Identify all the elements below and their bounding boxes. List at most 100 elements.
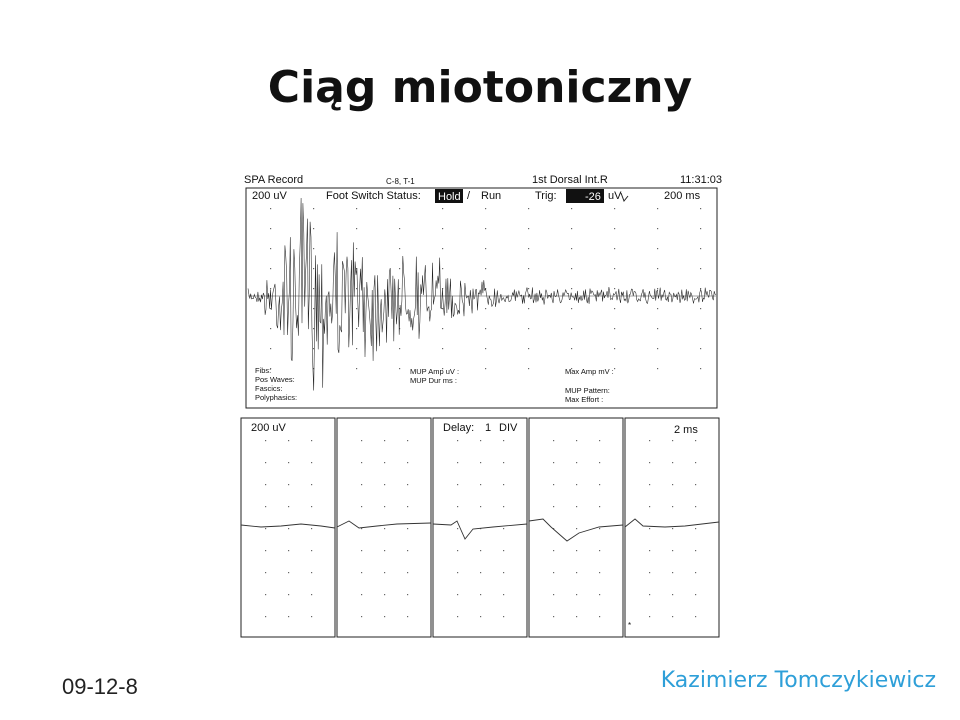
field-mup-dur: MUP Dur ms : (410, 376, 457, 385)
grid-dot (270, 288, 272, 290)
grid-dot (480, 594, 482, 596)
grid-dot (361, 594, 363, 596)
grid-dot (399, 248, 401, 250)
grid-dot (571, 368, 573, 370)
grid-dot (485, 268, 487, 270)
grid-dot (265, 550, 267, 552)
grid-dot (270, 368, 272, 370)
grid-dot (614, 308, 616, 310)
grid-dot (599, 462, 601, 464)
grid-dot (442, 248, 444, 250)
grid-dot (503, 616, 505, 618)
grid-dot (599, 440, 601, 442)
grid-dot (265, 594, 267, 596)
grid-dot (399, 288, 401, 290)
grid-dot (480, 616, 482, 618)
grid-dot (576, 506, 578, 508)
grid-dot (700, 268, 702, 270)
grid-dot (485, 228, 487, 230)
grid-dot (657, 268, 659, 270)
trig-unit: uV (608, 190, 622, 202)
grid-dot (528, 368, 530, 370)
foot-switch-label: Foot Switch Status: (326, 190, 421, 202)
grid-dot (399, 308, 401, 310)
grid-dot (313, 348, 315, 350)
trig-value: -26 (585, 191, 601, 203)
mup-panel-4 (528, 417, 624, 638)
grid-dot (672, 616, 674, 618)
grid-dot (407, 484, 409, 486)
grid-dot (480, 440, 482, 442)
grid-dot (649, 616, 651, 618)
grid-dot (576, 572, 578, 574)
grid-dot (700, 348, 702, 350)
grid-dot (672, 594, 674, 596)
grid-dot (485, 368, 487, 370)
grid-dot (270, 228, 272, 230)
grid-dot (614, 268, 616, 270)
grid-dot (672, 440, 674, 442)
grid-dot (407, 550, 409, 552)
grid-dot (672, 550, 674, 552)
grid-dot (313, 308, 315, 310)
grid-dot (407, 462, 409, 464)
grid-dot (700, 328, 702, 330)
grid-dot (384, 594, 386, 596)
grid-dot (361, 572, 363, 574)
slide-date: 09-12-8 (62, 674, 138, 699)
grid-dot (571, 348, 573, 350)
grid-dot (265, 528, 267, 530)
grid-dot (599, 572, 601, 574)
delay-value: 1 (485, 422, 491, 434)
grid-dot (288, 572, 290, 574)
grid-dot (503, 440, 505, 442)
grid-dot (614, 288, 616, 290)
grid-dot (576, 550, 578, 552)
field-max-effort: Max Effort : (565, 395, 603, 404)
grid-dot (553, 594, 555, 596)
grid-dot (384, 462, 386, 464)
grid-dot (313, 268, 315, 270)
grid-dot (311, 594, 313, 596)
record-muscle: 1st Dorsal Int.R (532, 174, 608, 186)
grid-dot (571, 208, 573, 210)
grid-dot (649, 594, 651, 596)
grid-dot (657, 328, 659, 330)
mup-panel-3 (432, 417, 528, 638)
grid-dot (695, 616, 697, 618)
grid-dot (695, 528, 697, 530)
grid-dot (399, 268, 401, 270)
grid-dot (457, 594, 459, 596)
field-fibs: Fibs: (255, 366, 271, 375)
grid-dot (407, 616, 409, 618)
grid-dot (311, 506, 313, 508)
grid-dot (695, 484, 697, 486)
main-gain-label: 200 uV (252, 190, 288, 202)
grid-dot (695, 594, 697, 596)
trig-arrow-icon (620, 192, 629, 202)
grid-dot (657, 228, 659, 230)
mup-panel-2 (336, 417, 432, 638)
grid-dot (356, 368, 358, 370)
grid-dot (485, 328, 487, 330)
grid-dot (649, 484, 651, 486)
delay-unit: DIV (499, 422, 518, 434)
grid-dot (614, 368, 616, 370)
grid-dot (265, 484, 267, 486)
grid-dot (265, 440, 267, 442)
grid-dot (480, 550, 482, 552)
grid-dot (270, 248, 272, 250)
field-pos-waves: Pos Waves: (255, 375, 295, 384)
grid-dot (407, 594, 409, 596)
field-polyphasics: Polyphasics: (255, 393, 297, 402)
grid-dot (480, 484, 482, 486)
grid-dot (553, 616, 555, 618)
grid-dot (571, 248, 573, 250)
grid-dot (356, 228, 358, 230)
grid-dot (599, 528, 601, 530)
field-mup-amp: MUP Amp uV : (410, 367, 459, 376)
trig-value-box (566, 189, 604, 203)
grid-dot (553, 572, 555, 574)
grid-dot (288, 550, 290, 552)
grid-dot (528, 308, 530, 310)
